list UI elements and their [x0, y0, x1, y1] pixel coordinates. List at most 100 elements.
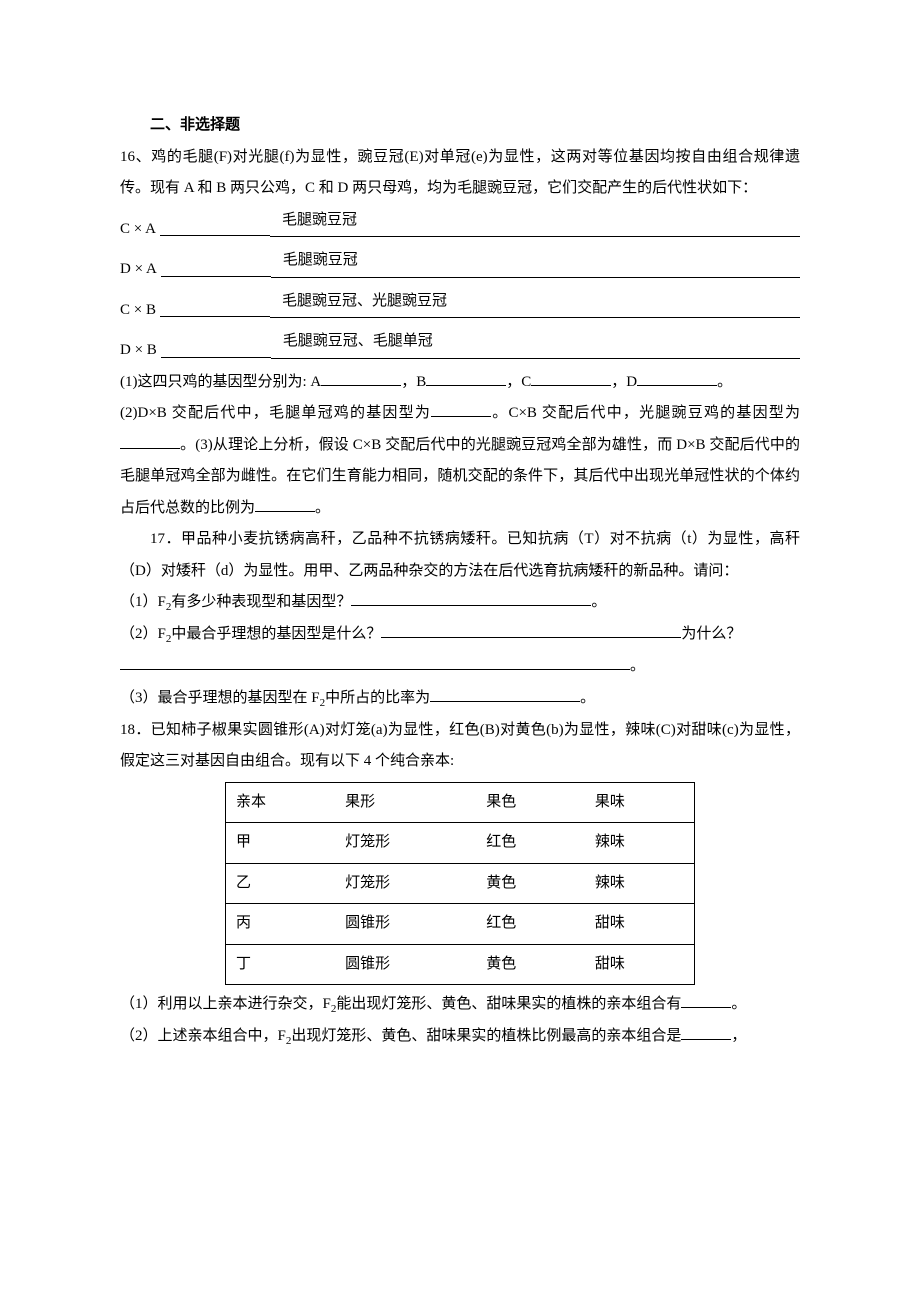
- table-cell: 圆锥形: [335, 944, 476, 985]
- q16-p1-c: ，C: [506, 374, 531, 390]
- table-row: 丙 圆锥形 红色 甜味: [226, 904, 695, 945]
- q16-p1-d: ，D: [611, 374, 637, 390]
- table-header-cell: 亲本: [226, 782, 336, 823]
- table-cell: 甜味: [585, 904, 695, 945]
- q16-p2-a: (2)D×B 交配后代中，毛腿单冠鸡的基因型为: [120, 405, 431, 421]
- fill-blank[interactable]: [637, 368, 717, 386]
- cross-result: 毛腿豌豆冠: [270, 205, 800, 238]
- q18-p2-end: ，: [731, 1028, 746, 1044]
- table-cell: 甜味: [585, 944, 695, 985]
- q17-part2: （2）F2中最合乎理想的基因型是什么？为什么？: [120, 619, 800, 651]
- table-cell: 红色: [476, 904, 585, 945]
- q16-p1-lead: (1)这四只鸡的基因型分别为: A: [120, 374, 321, 390]
- q17-part3: （3）最合乎理想的基因型在 F2中所占的比率为。: [120, 683, 800, 715]
- cross-pair: D × A: [120, 254, 161, 286]
- fill-blank[interactable]: [321, 368, 401, 386]
- page-content: 二、非选择题 16、鸡的毛腿(F)对光腿(f)为显性，豌豆冠(E)对单冠(e)为…: [0, 0, 920, 1113]
- q18-part2: （2）上述亲本组合中，F2出现灯笼形、黄色、甜味果实的植株比例最高的亲本组合是，: [120, 1021, 800, 1053]
- fill-blank[interactable]: [351, 589, 591, 607]
- q18-p2-b: 出现灯笼形、黄色、甜味果实的植株比例最高的亲本组合是: [291, 1028, 681, 1044]
- table-cell: 红色: [476, 823, 585, 864]
- q18-p1-a: （1）利用以上亲本进行杂交，F: [120, 996, 331, 1012]
- fill-blank[interactable]: [120, 431, 180, 449]
- q18-table-wrap: 亲本 果形 果色 果味 甲 灯笼形 红色 辣味 乙 灯笼形 黄色 辣味 丙 圆锥…: [120, 778, 800, 990]
- table-header-cell: 果味: [585, 782, 695, 823]
- fill-blank[interactable]: [120, 653, 630, 671]
- q16-part2: (2)D×B 交配后代中，毛腿单冠鸡的基因型为 。C×B 交配后代中，光腿豌豆鸡的…: [120, 398, 800, 524]
- q17-p1-a: （1）F: [120, 594, 166, 610]
- q17-part2-line2: 。: [120, 651, 800, 683]
- q18-intro-text: 已知柿子椒果实圆锥形(A)对灯笼(a)为显性，红色(B)对黄色(b)为显性，辣味…: [120, 722, 800, 770]
- q16-p2-end: 。: [315, 500, 330, 516]
- q16-p2-c: 。(3)从理论上分析，假设 C×B 交配后代中的光腿豌豆冠鸡全部为雄性，而 D×…: [120, 437, 800, 516]
- table-row: 甲 灯笼形 红色 辣味: [226, 823, 695, 864]
- cross-result: 毛腿豌豆冠: [271, 245, 800, 278]
- table-row: 乙 灯笼形 黄色 辣味: [226, 863, 695, 904]
- q16-intro-text: 鸡的毛腿(F)对光腿(f)为显性，豌豆冠(E)对单冠(e)为显性，这两对等位基因…: [120, 149, 800, 197]
- q17-part1: （1）F2有多少种表现型和基因型？。: [120, 587, 800, 619]
- q16-p1-end: 。: [717, 374, 732, 390]
- table-cell: 辣味: [585, 863, 695, 904]
- q17-p1-b: 有多少种表现型和基因型？: [171, 594, 351, 610]
- cross-pair: C × A: [120, 214, 160, 246]
- q16-cross-row-3: C × B 毛腿豌豆冠、光腿豌豆冠: [120, 286, 800, 327]
- q17-p1-end: 。: [591, 594, 606, 610]
- arrow-icon: [161, 357, 271, 367]
- q18-p1-b: 能出现灯笼形、黄色、甜味果实的植株的亲本组合有: [336, 996, 681, 1012]
- q18-part1: （1）利用以上亲本进行杂交，F2能出现灯笼形、黄色、甜味果实的植株的亲本组合有。: [120, 989, 800, 1021]
- q17-number: 17．: [150, 531, 181, 547]
- table-cell: 黄色: [476, 863, 585, 904]
- q18-table: 亲本 果形 果色 果味 甲 灯笼形 红色 辣味 乙 灯笼形 黄色 辣味 丙 圆锥…: [225, 782, 695, 986]
- q16-cross-row-1: C × A 毛腿豌豆冠: [120, 205, 800, 246]
- arrow-icon: [160, 235, 270, 245]
- q18-intro: 18．已知柿子椒果实圆锥形(A)对灯笼(a)为显性，红色(B)对黄色(b)为显性…: [120, 715, 800, 778]
- q17-p3-a: （3）最合乎理想的基因型在 F: [120, 690, 320, 706]
- cross-result: 毛腿豌豆冠、光腿豌豆冠: [270, 286, 800, 319]
- table-cell: 甲: [226, 823, 336, 864]
- fill-blank[interactable]: [681, 991, 731, 1009]
- table-cell: 辣味: [585, 823, 695, 864]
- table-cell: 丙: [226, 904, 336, 945]
- q18-p1-end: 。: [731, 996, 746, 1012]
- q16-p1-b: ，B: [401, 374, 426, 390]
- fill-blank[interactable]: [255, 494, 315, 512]
- table-cell: 黄色: [476, 944, 585, 985]
- fill-blank[interactable]: [531, 368, 611, 386]
- q17-p2-end: 。: [630, 658, 645, 674]
- arrow-icon: [160, 316, 270, 326]
- fill-blank[interactable]: [381, 621, 681, 639]
- arrow-icon: [161, 276, 271, 286]
- table-header-row: 亲本 果形 果色 果味: [226, 782, 695, 823]
- q16-part1: (1)这四只鸡的基因型分别为: A ，B ，C ，D 。: [120, 367, 800, 399]
- q17-intro-text: 甲品种小麦抗锈病高秆，乙品种不抗锈病矮秆。已知抗病（T）对不抗病（t）为显性，高…: [120, 531, 800, 579]
- q16-number: 16、: [120, 149, 151, 165]
- fill-blank[interactable]: [426, 368, 506, 386]
- cross-pair: D × B: [120, 335, 161, 367]
- q18-p2-a: （2）上述亲本组合中，F: [120, 1028, 286, 1044]
- fill-blank[interactable]: [681, 1023, 731, 1041]
- table-cell: 圆锥形: [335, 904, 476, 945]
- q16-p2-b: 。C×B 交配后代中，光腿豌豆鸡的基因型为: [491, 405, 800, 421]
- section-title: 二、非选择题: [120, 110, 800, 142]
- q17-p3-end: 。: [580, 690, 595, 706]
- table-cell: 灯笼形: [335, 823, 476, 864]
- q17-p2-a: （2）F: [120, 626, 166, 642]
- fill-blank[interactable]: [431, 400, 491, 418]
- table-cell: 乙: [226, 863, 336, 904]
- q16-cross-row-4: D × B 毛腿豌豆冠、毛腿单冠: [120, 326, 800, 367]
- q17-p3-b: 中所占的比率为: [325, 690, 430, 706]
- fill-blank[interactable]: [430, 684, 580, 702]
- table-cell: 丁: [226, 944, 336, 985]
- table-header-cell: 果色: [476, 782, 585, 823]
- q18-number: 18．: [120, 722, 151, 738]
- q16-cross-row-2: D × A 毛腿豌豆冠: [120, 245, 800, 286]
- table-cell: 灯笼形: [335, 863, 476, 904]
- cross-result: 毛腿豌豆冠、毛腿单冠: [271, 326, 800, 359]
- table-header-cell: 果形: [335, 782, 476, 823]
- q16-intro: 16、鸡的毛腿(F)对光腿(f)为显性，豌豆冠(E)对单冠(e)为显性，这两对等…: [120, 142, 800, 205]
- q17-p2-b: 中最合乎理想的基因型是什么？: [171, 626, 381, 642]
- q17-intro: 17．甲品种小麦抗锈病高秆，乙品种不抗锈病矮秆。已知抗病（T）对不抗病（t）为显…: [120, 524, 800, 587]
- table-row: 丁 圆锥形 黄色 甜味: [226, 944, 695, 985]
- cross-pair: C × B: [120, 295, 160, 327]
- q17-p2-c: 为什么？: [681, 626, 741, 642]
